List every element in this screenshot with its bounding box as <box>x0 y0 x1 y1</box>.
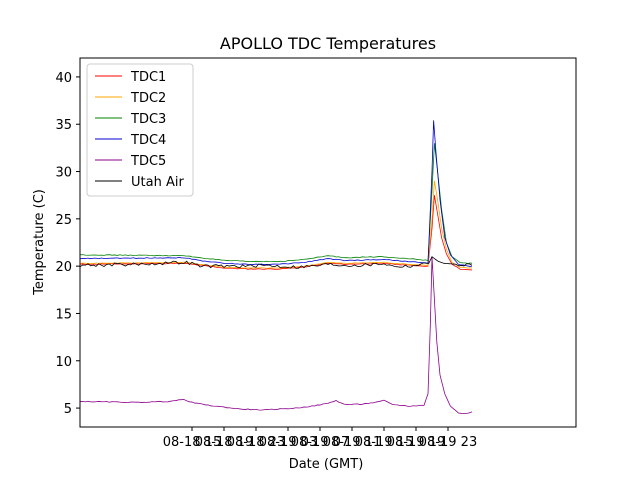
chart-title: APOLLO TDC Temperatures <box>220 34 436 53</box>
series-line-tdc1 <box>79 195 473 271</box>
x-tick-label: 08-19 19 <box>387 435 445 450</box>
y-axis: 5 10 15 20 25 30 35 40 <box>55 71 80 417</box>
x-axis-title: Date (GMT) <box>289 457 364 472</box>
y-tick-label: 10 <box>55 355 72 370</box>
series-line-tdc5 <box>79 256 473 414</box>
x-tick-label: 08-19 07 <box>291 435 349 450</box>
y-tick-label: 20 <box>55 260 72 275</box>
x-tick-label: 08-18 23 <box>227 435 285 450</box>
y-axis-title: Temperature (C) <box>32 189 47 296</box>
y-tick-label: 40 <box>55 71 72 86</box>
y-tick-label: 30 <box>55 166 72 181</box>
x-tick-label: 08-18 15 <box>163 435 221 450</box>
series-line-tdc3 <box>79 143 473 265</box>
y-tick-label: 15 <box>55 307 72 322</box>
x-tick-label: 08-19 15 <box>355 435 413 450</box>
legend-label: Utah Air <box>131 175 184 190</box>
legend-label: TDC5 <box>130 154 166 169</box>
legend: TDC1 TDC2 TDC3 TDC4 TDC5 Utah Air <box>86 63 194 197</box>
legend-label: TDC2 <box>130 91 166 106</box>
series-line-tdc4 <box>79 120 473 267</box>
y-tick-label: 35 <box>55 118 72 133</box>
series-layer <box>79 120 473 414</box>
plot-frame <box>79 57 577 428</box>
x-tick-label: 08-19 11 <box>323 435 381 450</box>
legend-label: TDC4 <box>130 133 166 148</box>
legend-label: TDC1 <box>130 70 166 85</box>
legend-label: TDC3 <box>130 112 166 127</box>
series-line-tdc2 <box>79 180 473 269</box>
x-tick-label: 08-18 19 <box>195 435 253 450</box>
series-line-utah-air <box>79 256 473 269</box>
y-tick-label: 5 <box>64 402 72 417</box>
y-tick-label: 25 <box>55 213 72 228</box>
x-tick-label: 08-19 03 <box>259 435 317 450</box>
x-tick-label: 08-19 23 <box>419 435 477 450</box>
